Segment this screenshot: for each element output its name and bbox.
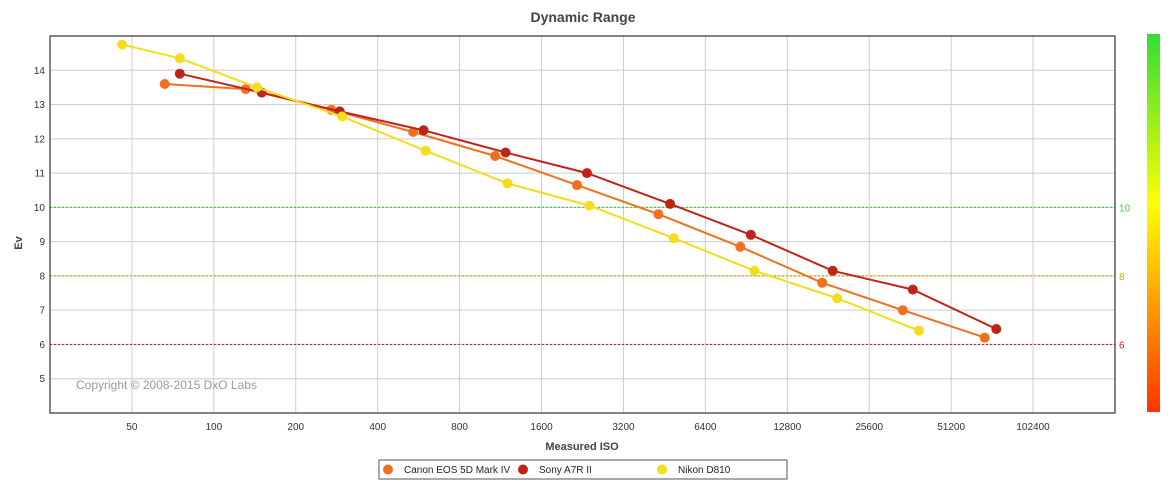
data-point[interactable] bbox=[500, 147, 511, 158]
y-tick-label: 8 bbox=[39, 271, 45, 282]
y-tick-label: 12 bbox=[34, 134, 46, 145]
reference-lines: 10 8 6 bbox=[50, 203, 1131, 351]
reference-line-label: 10 bbox=[1119, 203, 1131, 214]
data-point[interactable] bbox=[653, 209, 664, 220]
legend-marker bbox=[657, 464, 667, 475]
data-point[interactable] bbox=[418, 125, 429, 136]
x-tick-label: 102400 bbox=[1016, 422, 1050, 433]
legend-marker bbox=[518, 464, 528, 475]
data-point[interactable] bbox=[490, 151, 501, 161]
y-tick-label: 7 bbox=[39, 306, 45, 317]
data-point[interactable] bbox=[337, 111, 348, 122]
x-tick-label: 400 bbox=[369, 422, 386, 433]
data-point[interactable] bbox=[832, 293, 843, 304]
series-line bbox=[164, 83, 986, 339]
data-point[interactable] bbox=[914, 325, 924, 336]
grid bbox=[50, 36, 1115, 413]
legend-label: Sony A7R II bbox=[539, 465, 592, 476]
data-point[interactable] bbox=[907, 284, 918, 295]
y-tick-label: 13 bbox=[34, 100, 46, 111]
data-point[interactable] bbox=[159, 79, 170, 89]
legend-box bbox=[378, 459, 788, 480]
legend-item[interactable]: Sony A7R II bbox=[518, 464, 592, 477]
x-tick-label: 51200 bbox=[937, 422, 965, 433]
x-tick-label: 12800 bbox=[773, 422, 801, 433]
data-point[interactable] bbox=[572, 180, 582, 191]
data-point[interactable] bbox=[502, 178, 513, 189]
x-tick-label: 800 bbox=[451, 422, 468, 433]
legend[interactable]: Canon EOS 5D Mark IV Sony A7R II Nikon D81… bbox=[378, 459, 788, 480]
legend-item[interactable]: Canon EOS 5D Mark IV bbox=[383, 464, 510, 477]
data-point[interactable] bbox=[668, 233, 679, 244]
reference-line-label: 8 bbox=[1119, 272, 1125, 283]
data-point[interactable] bbox=[174, 68, 185, 79]
dynamic-range-colorbar bbox=[1147, 34, 1160, 412]
series-layer bbox=[117, 39, 1002, 343]
legend-marker bbox=[383, 464, 393, 475]
data-point[interactable] bbox=[991, 324, 1002, 334]
x-tick-label: 50 bbox=[126, 422, 138, 433]
data-point[interactable] bbox=[420, 145, 431, 156]
data-point[interactable] bbox=[979, 332, 990, 343]
y-tick-label: 6 bbox=[39, 340, 45, 351]
x-tick-label: 100 bbox=[206, 422, 223, 433]
legend-label: Nikon D810 bbox=[678, 465, 731, 476]
y-tick-label: 10 bbox=[34, 203, 46, 214]
data-point[interactable] bbox=[582, 168, 592, 179]
series bbox=[174, 68, 1002, 334]
y-tick-label: 9 bbox=[39, 237, 45, 248]
series bbox=[159, 79, 990, 343]
y-tick-label: 11 bbox=[35, 169, 46, 180]
y-tick-label: 14 bbox=[34, 66, 46, 77]
copyright-text: Copyright © 2008-2015 DxO Labs bbox=[76, 378, 257, 392]
data-point[interactable] bbox=[827, 265, 838, 276]
data-point[interactable] bbox=[749, 265, 760, 276]
x-tick-labels: 50 100 200 400 800 1600 3200 6400 12800 25600 5120… bbox=[126, 422, 1050, 433]
data-point[interactable] bbox=[117, 39, 128, 50]
data-point[interactable] bbox=[665, 198, 676, 209]
x-tick-label: 25600 bbox=[855, 422, 883, 433]
x-tick-label: 1600 bbox=[530, 422, 553, 433]
plot-frame bbox=[49, 35, 1116, 414]
y-tick-labels: 5 6 7 8 9 10 11 12 13 14 bbox=[34, 66, 46, 385]
chart-title: Dynamic Range bbox=[530, 9, 635, 25]
x-tick-label: 3200 bbox=[612, 422, 635, 433]
data-point[interactable] bbox=[174, 53, 185, 64]
legend-item[interactable]: Nikon D810 bbox=[657, 464, 731, 477]
data-point[interactable] bbox=[817, 277, 828, 288]
x-axis-title: Measured ISO bbox=[545, 441, 619, 453]
legend-label: Canon EOS 5D Mark IV bbox=[404, 465, 510, 476]
data-point[interactable] bbox=[584, 200, 595, 211]
data-point[interactable] bbox=[735, 241, 746, 252]
data-point[interactable] bbox=[897, 305, 908, 316]
x-tick-label: 6400 bbox=[694, 422, 717, 433]
series bbox=[117, 39, 924, 336]
y-axis-title: Ev bbox=[13, 235, 25, 249]
x-tick-label: 200 bbox=[287, 422, 304, 433]
reference-line-label: 6 bbox=[1119, 340, 1125, 351]
data-point[interactable] bbox=[745, 229, 756, 240]
y-tick-label: 5 bbox=[39, 374, 45, 385]
data-point[interactable] bbox=[251, 82, 262, 93]
